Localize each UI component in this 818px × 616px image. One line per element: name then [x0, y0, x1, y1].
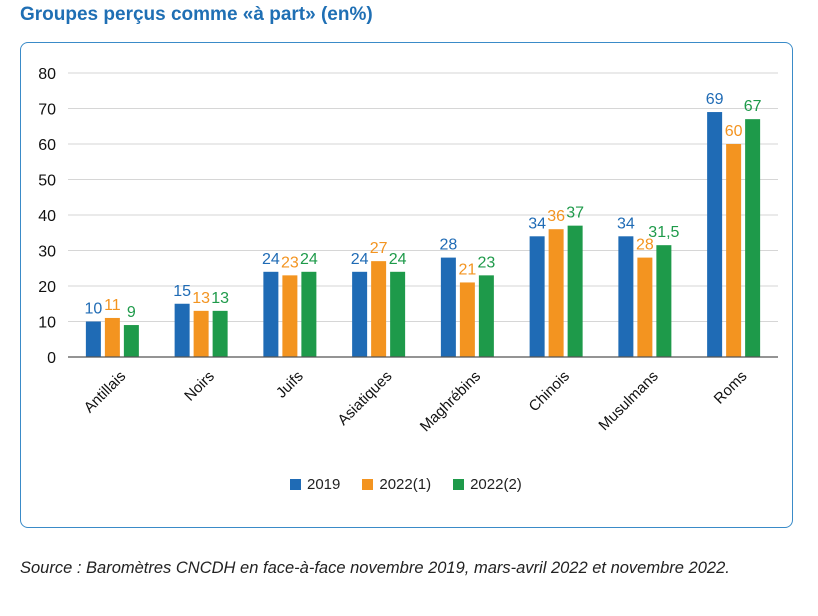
bar [123, 325, 139, 357]
data-label: 27 [370, 240, 388, 257]
data-label: 34 [528, 215, 546, 232]
data-label: 24 [351, 251, 369, 268]
y-tick-label: 70 [38, 102, 56, 119]
chart-frame [20, 42, 793, 528]
data-label: 36 [547, 208, 565, 225]
source-note: Source : Baromètres CNCDH en face-à-face… [20, 559, 730, 577]
legend-swatch [290, 479, 301, 490]
bar [726, 144, 742, 357]
y-tick-label: 50 [38, 173, 56, 190]
legend-item-2019: 2019 [290, 476, 340, 493]
legend-label: 2022(2) [470, 476, 522, 493]
bar [390, 271, 406, 357]
data-label: 28 [636, 237, 654, 254]
y-tick-label: 20 [38, 279, 56, 296]
data-label: 11 [104, 297, 121, 314]
bar [352, 271, 368, 357]
data-label: 67 [744, 98, 762, 115]
x-tick-label: Chinois [526, 368, 573, 415]
data-label: 28 [439, 237, 457, 254]
y-tick-label: 40 [38, 208, 56, 225]
legend-item-2022-1: 2022(1) [362, 476, 431, 493]
y-tick-label: 10 [38, 315, 56, 332]
bar [459, 282, 475, 357]
data-label: 13 [211, 290, 229, 307]
bar [85, 321, 101, 357]
bar [637, 257, 653, 357]
bar [282, 275, 298, 357]
legend-swatch [453, 479, 465, 490]
bar [193, 310, 209, 357]
x-tick-label: Maghrébins [417, 368, 484, 435]
data-label: 34 [617, 215, 635, 232]
data-label: 24 [389, 251, 407, 268]
legend-label: 2019 [307, 476, 341, 493]
bar [745, 119, 761, 358]
bar [212, 310, 228, 357]
y-tick-label: 80 [38, 66, 56, 83]
bar [440, 257, 456, 357]
data-label: 31,5 [648, 224, 679, 241]
data-label: 69 [706, 91, 724, 108]
data-label: 24 [262, 251, 280, 268]
bars [85, 112, 761, 358]
x-tick-label: Musulmans [595, 368, 661, 434]
bar [263, 271, 279, 357]
legend-swatch [362, 479, 374, 490]
bar [567, 225, 583, 357]
data-label: 9 [127, 304, 136, 321]
data-label: 15 [173, 283, 191, 300]
legend-label: 2022(1) [379, 476, 432, 493]
bar [707, 112, 723, 357]
bar [529, 236, 545, 357]
data-label: 21 [458, 261, 476, 278]
bar [174, 303, 190, 357]
y-tick-label: 60 [38, 137, 56, 154]
figure-title: Groupes perçus comme «à part» (en%) [20, 4, 373, 25]
data-label: 60 [725, 123, 743, 140]
data-label: 37 [566, 205, 584, 222]
legend: 2019 2022(1) 2022(2) [290, 476, 522, 493]
bar [548, 229, 564, 357]
data-label: 13 [192, 290, 210, 307]
bar [618, 236, 634, 357]
y-tick-label: 30 [38, 244, 56, 261]
x-tick-label: Roms [711, 368, 751, 408]
bar [301, 271, 317, 357]
x-tick-label: Antillais [81, 368, 130, 417]
bar [104, 317, 120, 357]
x-tick-label: Juifs [273, 368, 307, 402]
data-label: 10 [84, 301, 102, 318]
data-label: 24 [300, 251, 318, 268]
data-label: 23 [281, 254, 299, 271]
bar [478, 275, 494, 357]
legend-item-2022-2: 2022(2) [453, 476, 522, 493]
bar [656, 245, 672, 357]
x-tick-label: Asiatiques [334, 368, 395, 429]
y-tick-label: 0 [47, 350, 56, 367]
data-label: 23 [477, 254, 495, 271]
bar [371, 261, 387, 357]
x-tick-label: Noirs [181, 368, 218, 405]
